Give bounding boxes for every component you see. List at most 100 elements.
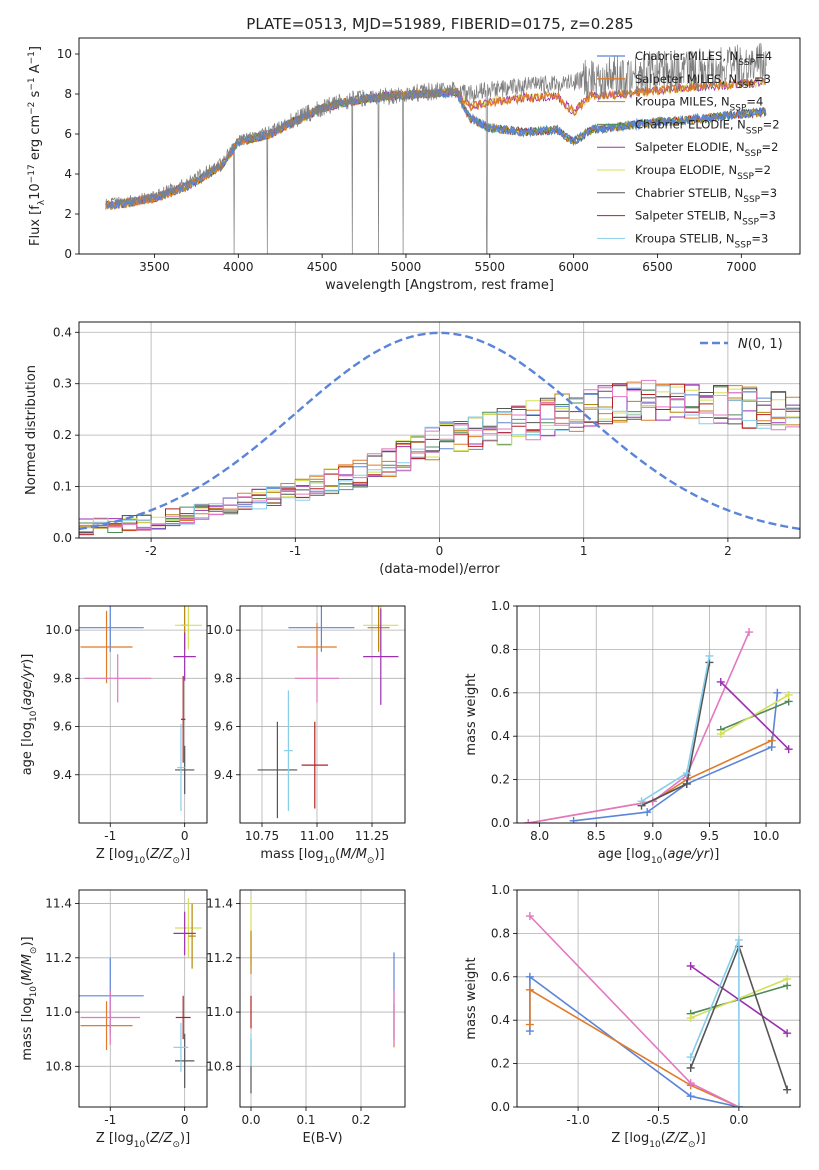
y-tick-label: 0.4 <box>491 1013 510 1027</box>
y-tick-label: 11.0 <box>45 1005 72 1019</box>
x-tick-label: 3500 <box>139 260 170 274</box>
y-tick-label: 9.4 <box>214 768 233 782</box>
weight-marker <box>686 961 695 970</box>
figure-title: PLATE=0513, MJD=51989, FIBERID=0175, z=0… <box>246 15 633 33</box>
weight-marker <box>783 1029 792 1038</box>
age_vs_mass-frame <box>239 605 406 824</box>
errorbar-point <box>80 1001 133 1051</box>
legend-label: Salpeter STELIB, NSSP=3 <box>635 209 776 228</box>
x-tick-label: -2 <box>145 544 157 558</box>
residuals-frame <box>78 321 801 539</box>
y-tick-label: 10.8 <box>45 1059 72 1073</box>
y-tick-label: 0.3 <box>53 377 72 391</box>
weight_vs_Z-frame <box>516 889 801 1108</box>
y-tick-label: 6 <box>64 127 72 141</box>
y-tick-label: 9.4 <box>53 768 72 782</box>
y-tick-label: 10.8 <box>206 1059 233 1073</box>
x-tick-label: 8.0 <box>530 829 549 843</box>
y-tick-label: 0.6 <box>491 970 510 984</box>
legend-label: Chabrier MILES, NSSP=4 <box>635 49 772 68</box>
x-tick-label: -1.0 <box>566 1113 589 1127</box>
x-tick-label: 11.00 <box>300 829 334 843</box>
y-axis-label: age [log10(age/yr)] <box>20 654 39 776</box>
errorbar-point <box>180 675 186 763</box>
errorbar-point <box>175 898 202 958</box>
weight-marker <box>682 769 691 778</box>
weight-marker <box>686 1063 695 1072</box>
legend-label: Chabrier STELIB, NSSP=3 <box>635 186 777 205</box>
y-tick-label: 0.1 <box>53 480 72 494</box>
weight-marker <box>784 690 793 699</box>
weight-marker <box>734 1103 743 1107</box>
y-tick-label: 9.6 <box>214 720 233 734</box>
age_vs_mass-panel: 10.75 11.00 11.25 9.4 9.6 9.8 10.0 mass [log10(… <box>206 605 406 866</box>
x-tick-label: -0.5 <box>647 1113 670 1127</box>
y-axis-label: Flux [fλ10−17 erg cm−2 s−1 A−1] <box>27 46 47 246</box>
weight-marker <box>569 816 578 823</box>
y-tick-label: 10 <box>57 47 72 61</box>
weight-marker <box>525 985 534 994</box>
x-tick-label: 0 <box>181 829 189 843</box>
histogram-step <box>79 386 800 536</box>
legend-label: Salpeter ELODIE, NSSP=2 <box>635 140 778 159</box>
histogram-step <box>79 388 800 533</box>
x-axis-label: E(B-V) <box>302 1131 342 1146</box>
weight_vs_Z-plot <box>525 912 792 1107</box>
age_vs_Z-plot <box>79 606 202 811</box>
errorbar-point <box>175 745 195 795</box>
y-tick-label: 10.0 <box>45 623 72 637</box>
residuals-panel: -2 -1 0 1 2 0.0 0.1 0.2 0.3 0.4 (data-model)/error… <box>24 321 801 577</box>
x-tick-label: 0 <box>436 544 444 558</box>
legend-label: Salpeter MILES, NSSP=3 <box>635 72 771 91</box>
x-tick-label: 7000 <box>726 260 757 274</box>
errorbar-point <box>295 654 339 703</box>
y-axis-label: mass [log10(M/M⊙)] <box>20 936 39 1060</box>
mass_vs_Z-grid <box>79 890 207 1107</box>
x-tick-label: 0.0 <box>729 1113 748 1127</box>
errorbar-point <box>175 995 191 1040</box>
legend-label: Kroupa MILES, NSSP=4 <box>635 95 763 114</box>
errorbar-point <box>173 1022 189 1072</box>
spectrum-panel: 3500 4000 4500 5000 5500 6000 6500 7000 0 2 4 6 8 10 w… <box>27 37 801 293</box>
weight-marker <box>716 730 725 739</box>
y-tick-label: 11.2 <box>45 951 72 965</box>
weight_vs_age-frame <box>516 605 801 824</box>
y-tick-label: 9.8 <box>214 671 233 685</box>
legend-label: Chabrier ELODIE, NSSP=2 <box>635 117 780 136</box>
legend-label: Kroupa ELODIE, NSSP=2 <box>635 163 771 182</box>
x-tick-label: -1 <box>104 829 116 843</box>
y-tick-label: 0.4 <box>53 325 72 339</box>
x-tick-label: 5500 <box>475 260 506 274</box>
errorbar-point <box>367 606 390 652</box>
weight-line <box>720 681 790 750</box>
weight-marker <box>686 1014 695 1023</box>
errorbar-point <box>301 721 328 809</box>
weight-line <box>573 692 779 822</box>
x-axis-label: (data-model)/error <box>379 562 500 577</box>
weight-marker <box>783 974 792 983</box>
weight-marker <box>705 651 714 660</box>
x-axis-label: mass [log10(M/M⊙)] <box>260 847 384 866</box>
x-tick-label: 11.25 <box>355 829 389 843</box>
y-tick-label: 2 <box>64 207 72 221</box>
weight-marker <box>686 1053 695 1062</box>
mass_vs_Z-plot <box>79 898 202 1089</box>
x-tick-label: 0.2 <box>351 1113 370 1127</box>
age_vs_Z-frame <box>78 605 208 824</box>
y-tick-label: 0.8 <box>491 926 510 940</box>
errorbar-point <box>80 610 133 684</box>
weight-marker <box>682 779 691 788</box>
weight-marker <box>525 1020 534 1029</box>
weight-marker <box>767 736 776 745</box>
residuals-plot <box>79 331 800 536</box>
y-tick-label: 4 <box>64 167 72 181</box>
x-tick-label: -1 <box>289 544 301 558</box>
x-tick-label: 1 <box>580 544 588 558</box>
errorbar-point <box>257 721 298 819</box>
mass_vs_EBV-grid <box>240 890 405 1107</box>
x-axis-label: Z [log10(Z/Z⊙)] <box>96 1131 190 1150</box>
errorbar-point <box>288 606 355 652</box>
y-tick-label: 0 <box>64 247 72 261</box>
spectrum-plot <box>105 42 767 254</box>
